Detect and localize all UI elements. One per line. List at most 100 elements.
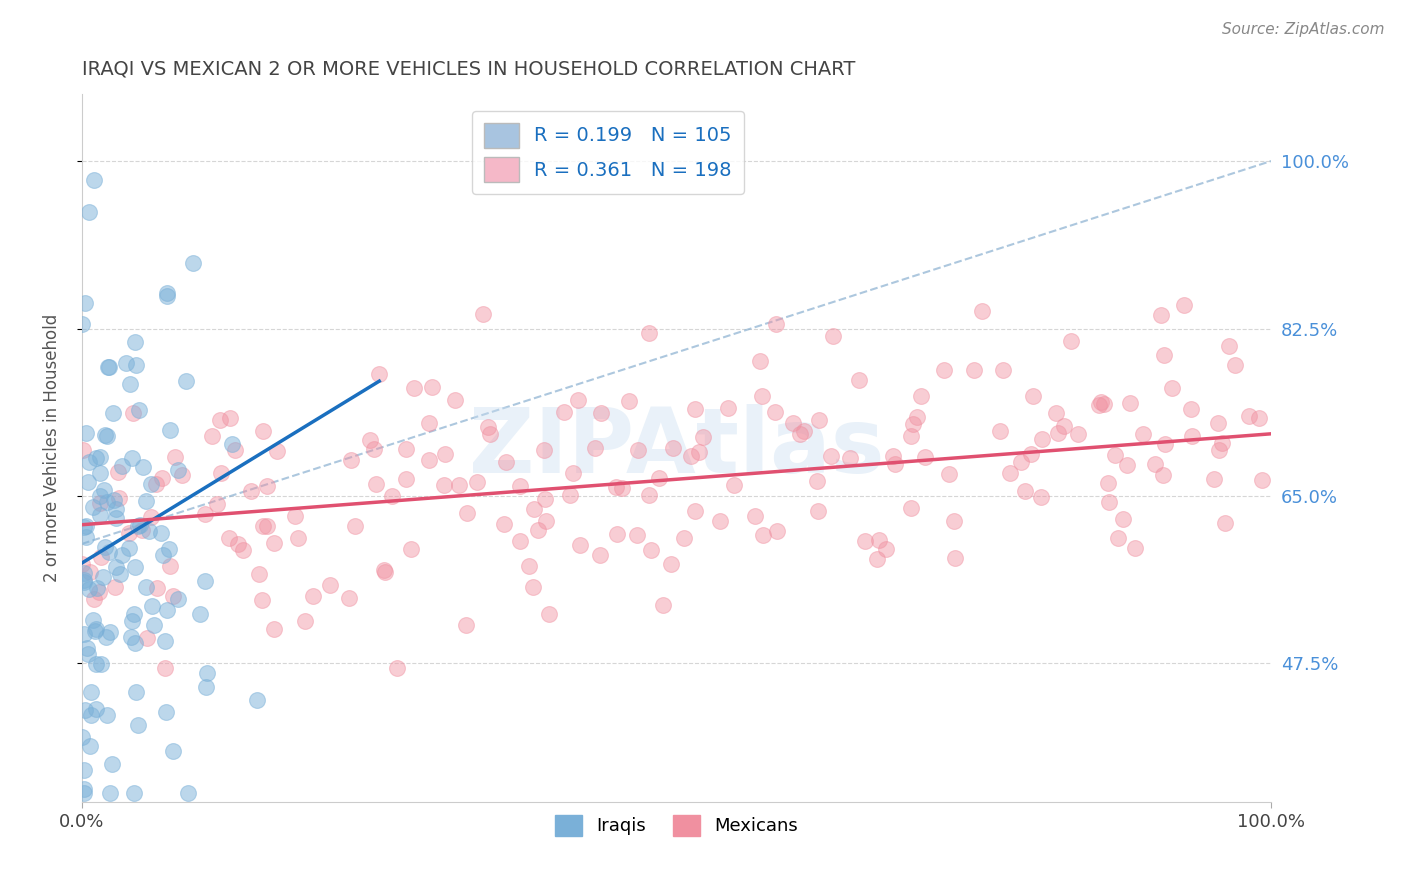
Point [256, 479, 278, 493]
Point [751, 389, 773, 403]
Point [938, 467, 960, 482]
Point [166, 592, 188, 607]
Point [789, 427, 811, 442]
Point [103, 406, 125, 420]
Point [138, 524, 160, 538]
Point [263, 623, 285, 637]
Point [89, 450, 111, 465]
Point [84, 702, 107, 716]
Point [1123, 541, 1146, 556]
Point [763, 405, 786, 419]
Point [121, 615, 143, 629]
Point [122, 607, 145, 621]
Point [108, 566, 131, 581]
Point [77, 475, 100, 489]
Point [583, 441, 606, 455]
Point [1223, 358, 1246, 372]
Point [1173, 297, 1195, 311]
Point [589, 406, 612, 420]
Point [70, 317, 93, 331]
Point [374, 565, 396, 579]
Point [337, 591, 360, 605]
Point [79, 204, 101, 219]
Point [96, 429, 118, 443]
Point [77, 647, 100, 661]
Point [807, 412, 830, 426]
Text: Source: ZipAtlas.com: Source: ZipAtlas.com [1222, 22, 1385, 37]
Point [104, 580, 127, 594]
Point [900, 500, 922, 515]
Point [1181, 428, 1204, 442]
Point [627, 443, 650, 458]
Point [128, 517, 150, 532]
Point [765, 317, 787, 331]
Point [991, 362, 1014, 376]
Point [114, 356, 136, 370]
Point [662, 442, 685, 456]
Point [124, 635, 146, 649]
Point [1090, 395, 1112, 409]
Point [79, 582, 101, 596]
Point [131, 459, 153, 474]
Point [637, 326, 659, 341]
Point [717, 401, 740, 416]
Point [139, 509, 162, 524]
Point [125, 685, 148, 699]
Point [84, 622, 107, 636]
Point [79, 739, 101, 753]
Point [319, 577, 342, 591]
Point [401, 541, 423, 556]
Point [103, 492, 125, 507]
Point [152, 548, 174, 562]
Point [159, 558, 181, 573]
Point [380, 489, 402, 503]
Point [1202, 472, 1225, 486]
Point [194, 507, 217, 521]
Point [465, 475, 488, 489]
Point [472, 307, 495, 321]
Point [252, 424, 274, 438]
Point [914, 450, 936, 464]
Point [240, 483, 263, 498]
Point [447, 478, 470, 492]
Point [75, 425, 97, 440]
Point [141, 477, 163, 491]
Point [302, 589, 325, 603]
Point [1067, 426, 1090, 441]
Point [246, 693, 269, 707]
Point [97, 360, 120, 375]
Legend: Iraqis, Mexicans: Iraqis, Mexicans [547, 807, 806, 843]
Point [195, 680, 218, 694]
Point [943, 514, 966, 528]
Point [683, 401, 706, 416]
Point [1180, 401, 1202, 416]
Point [558, 488, 581, 502]
Point [118, 541, 141, 556]
Point [1031, 432, 1053, 446]
Point [823, 329, 845, 343]
Point [156, 603, 179, 617]
Point [605, 480, 627, 494]
Point [418, 452, 440, 467]
Point [89, 496, 111, 510]
Point [638, 488, 661, 502]
Point [77, 455, 100, 469]
Point [537, 607, 560, 622]
Point [170, 468, 193, 483]
Point [395, 442, 418, 456]
Point [1152, 468, 1174, 483]
Point [934, 363, 956, 377]
Point [188, 607, 211, 621]
Point [121, 451, 143, 466]
Point [534, 492, 557, 507]
Point [1088, 398, 1111, 412]
Point [73, 574, 96, 589]
Point [744, 509, 766, 524]
Point [1153, 348, 1175, 362]
Point [76, 640, 98, 655]
Point [263, 536, 285, 550]
Point [162, 744, 184, 758]
Point [1098, 495, 1121, 509]
Point [626, 527, 648, 541]
Point [853, 534, 876, 549]
